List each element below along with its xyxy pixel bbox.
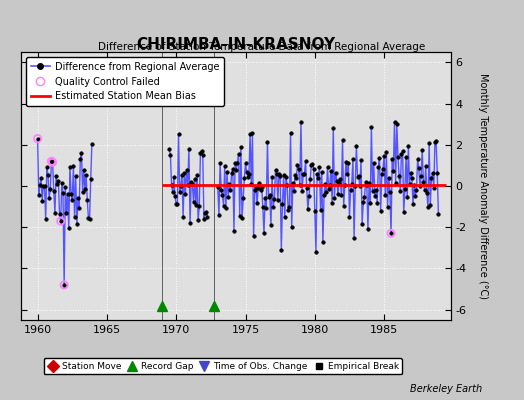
Difference from Regional Average xyxy=(67,164,73,169)
Difference from Regional Average xyxy=(77,156,83,161)
Difference from Regional Average xyxy=(71,214,78,219)
Text: Berkeley Earth: Berkeley Earth xyxy=(410,384,482,394)
Difference from Regional Average xyxy=(80,190,86,194)
Quality Control Failed xyxy=(34,135,42,142)
Difference from Regional Average xyxy=(63,210,70,215)
Difference from Regional Average xyxy=(89,142,95,147)
Difference from Regional Average xyxy=(53,173,59,178)
Difference from Regional Average xyxy=(42,216,49,221)
Difference from Regional Average xyxy=(46,195,52,200)
Quality Control Failed xyxy=(47,158,56,164)
Difference from Regional Average xyxy=(62,184,69,189)
Difference from Regional Average xyxy=(86,217,93,222)
Difference from Regional Average xyxy=(48,159,54,164)
Difference from Regional Average xyxy=(79,151,85,156)
Difference from Regional Average xyxy=(39,198,46,203)
Y-axis label: Monthly Temperature Anomaly Difference (°C): Monthly Temperature Anomaly Difference (… xyxy=(478,73,488,299)
Difference from Regional Average xyxy=(54,181,60,186)
Difference from Regional Average xyxy=(83,173,89,178)
Difference from Regional Average xyxy=(40,184,47,188)
Difference from Regional Average xyxy=(47,187,53,192)
Difference from Regional Average xyxy=(69,197,75,202)
Difference from Regional Average xyxy=(60,191,66,196)
Quality Control Failed xyxy=(60,282,68,288)
Difference from Regional Average xyxy=(41,184,48,188)
Difference from Regional Average xyxy=(76,206,82,211)
Legend: Station Move, Record Gap, Time of Obs. Change, Empirical Break: Station Move, Record Gap, Time of Obs. C… xyxy=(43,358,402,374)
Quality Control Failed xyxy=(57,218,65,224)
Quality Control Failed xyxy=(48,159,57,166)
Difference from Regional Average xyxy=(58,219,64,224)
Difference from Regional Average xyxy=(88,176,94,181)
Difference from Regional Average xyxy=(57,212,63,217)
Difference from Regional Average xyxy=(36,192,42,197)
Difference from Regional Average xyxy=(68,191,74,196)
Difference from Regional Average xyxy=(84,198,91,202)
Difference from Regional Average xyxy=(81,168,87,173)
Difference from Regional Average xyxy=(85,215,92,220)
Difference from Regional Average xyxy=(72,174,79,178)
Difference from Regional Average xyxy=(35,136,41,141)
Difference from Regional Average xyxy=(74,222,80,227)
Difference from Regional Average xyxy=(61,282,67,287)
Difference from Regional Average xyxy=(75,196,81,201)
Difference from Regional Average xyxy=(43,165,50,170)
Difference from Regional Average xyxy=(59,181,65,186)
Difference from Regional Average xyxy=(52,210,58,215)
Quality Control Failed xyxy=(387,230,395,237)
Difference from Regional Average xyxy=(82,187,88,192)
Difference from Regional Average xyxy=(49,160,56,165)
Title: CHIRIMBA-IN-KRASNOY: CHIRIMBA-IN-KRASNOY xyxy=(136,37,335,52)
Difference from Regional Average xyxy=(45,172,51,177)
Difference from Regional Average xyxy=(38,176,44,181)
Difference from Regional Average xyxy=(55,178,61,183)
Difference from Regional Average xyxy=(37,183,43,188)
Difference from Regional Average xyxy=(51,188,57,193)
Difference from Regional Average xyxy=(66,226,72,231)
Difference from Regional Average xyxy=(70,164,77,168)
Difference from Regional Average xyxy=(64,191,71,196)
Text: Difference of Station Temperature Data from Regional Average: Difference of Station Temperature Data f… xyxy=(99,42,425,52)
Line: Difference from Regional Average: Difference from Regional Average xyxy=(36,137,94,287)
